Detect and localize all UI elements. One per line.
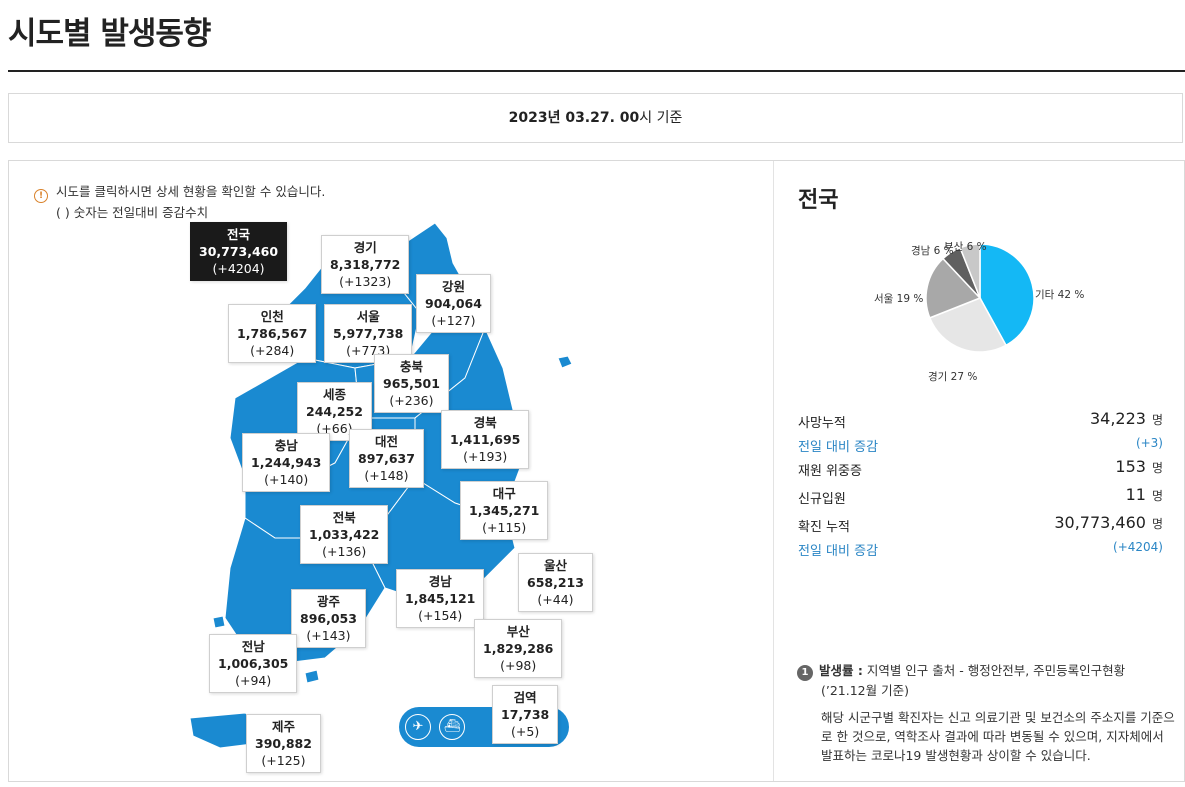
region-label-daejeon[interactable]: 대전 897,637 (+148) [349,429,424,488]
stat-confirmed-delta: 전일 대비 증감 (+4204) [798,540,1163,559]
title-divider [8,70,1185,72]
date-suffix: 시 기준 [639,110,683,126]
ship-icon: ⛴ [439,714,465,740]
map-island-b [304,669,320,684]
region-title: 전국 [798,188,839,213]
date-value: 2023년 03.27. 00 [508,110,640,126]
region-label-gyeongbuk[interactable]: 경북 1,411,695 (+193) [441,410,530,469]
region-label-gwangju[interactable]: 광주 896,053 (+143) [291,589,366,648]
footnote-body: 해당 시군구별 확진자는 신고 의료기관 및 보건소의 주소지를 기준으로 한 … [821,710,1175,763]
footnote-number: 1 [797,665,813,681]
region-label-gyeongnam[interactable]: 경남 1,845,121 (+154) [396,569,485,628]
region-label-gangwon[interactable]: 강원 904,064 (+127) [416,274,491,333]
pie-slice-gyeonggi [928,297,1008,353]
stat-confirmed: 확진 누적 30,773,460 명 [798,513,1163,535]
map-island-a [212,615,226,629]
page-title: 시도별 발생동향 [8,16,211,52]
region-label-busan[interactable]: 부산 1,829,286 (+98) [474,619,563,678]
map-notice: ! 시도를 클릭하시면 상세 현황을 확인할 수 있습니다. ( ) 숫자는 전일… [34,182,325,223]
region-label-national[interactable]: 전국 30,773,460 (+4204) [190,222,288,281]
region-label-chungbuk[interactable]: 충북 965,501 (+236) [374,354,449,413]
pie-label-busan: 부산 6 % [944,241,987,253]
pie-label-gyeongnam: 경남 6 % [911,245,954,257]
stat-deaths: 사망누적 34,223 명 [798,409,1163,431]
region-label-ulsan[interactable]: 울산 658,213 (+44) [518,553,593,612]
stat-critical: 재원 위중증 153 명 [798,457,1163,479]
pie-slice-seoul [925,257,982,319]
stat-deaths-delta: 전일 대비 증감 (+3) [798,436,1163,455]
notice-line1: 시도를 클릭하시면 상세 현황을 확인할 수 있습니다. [56,184,326,199]
footnote-source: 지역별 인구 출처 - 행정안전부, 주민등록인구현황 [862,663,1126,678]
panel-divider [773,161,774,781]
footnote-title: 발생률 : [819,663,863,678]
region-label-jeonbuk[interactable]: 전북 1,033,422 (+136) [300,505,389,564]
region-label-jeonnam[interactable]: 전남 1,006,305 (+94) [209,634,298,693]
region-label-chungnam[interactable]: 충남 1,244,943 (+140) [242,433,331,492]
pie-label-gyeonggi: 경기 27 % [928,371,978,383]
pie-label-seoul: 서울 19 % [874,293,924,305]
region-label-incheon[interactable]: 인천 1,786,567 (+284) [228,304,317,363]
region-label-daegu[interactable]: 대구 1,345,271 (+115) [460,481,549,540]
share-pie-chart [925,243,1035,353]
airplane-icon: ✈ [405,714,431,740]
info-icon: ! [34,189,48,203]
region-label-gyeonggi[interactable]: 경기 8,318,772 (+1323) [321,235,410,294]
pie-label-etc: 기타 42 % [1035,289,1085,301]
stat-admissions: 신규입원 11 명 [798,485,1163,507]
footnote-date: (’21.12월 기준) [821,683,909,698]
region-label-jeju[interactable]: 제주 390,882 (+125) [246,714,321,773]
pie-slice-etc [979,243,1035,347]
region-label-quarantine[interactable]: 검역 17,738 (+5) [492,685,559,744]
map-island-ulleung [557,355,573,369]
footnote: 1 발생률 : 지역별 인구 출처 - 행정안전부, 주민등록인구현황 (’21.… [797,661,1177,765]
pie-slice-busan [959,243,981,299]
notice-line2: ( ) 숫자는 전일대비 증감수치 [56,205,209,220]
date-bar: 2023년 03.27. 00시 기준 [8,93,1183,143]
